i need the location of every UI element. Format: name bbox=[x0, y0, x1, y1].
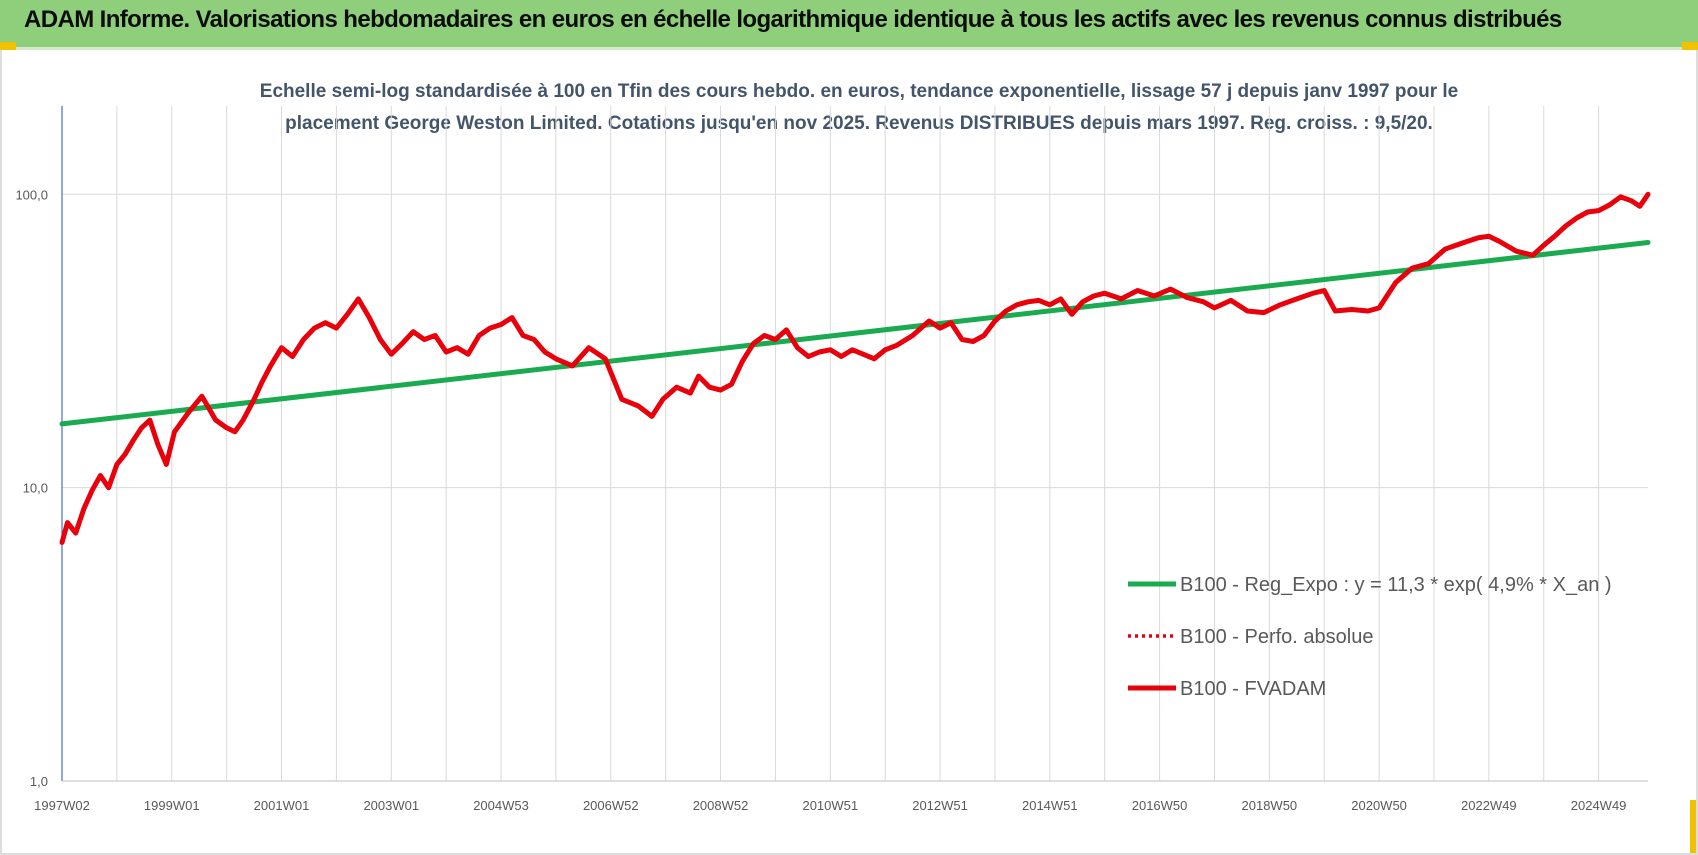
x-tick-label: 2001W01 bbox=[254, 798, 310, 813]
x-tick-label: 2012W51 bbox=[912, 798, 968, 813]
legend-label: B100 - Perfo. absolue bbox=[1180, 626, 1373, 648]
y-tick-label: 1,0 bbox=[30, 774, 48, 789]
grid bbox=[61, 106, 1648, 782]
x-tick-label: 2016W50 bbox=[1132, 798, 1188, 813]
page-title: ADAM Informe. Valorisations hebdomadaire… bbox=[24, 6, 1562, 33]
series-line-trend bbox=[59, 240, 1651, 427]
x-tick-label: 1997W02 bbox=[34, 798, 90, 813]
legend-label: B100 - FVADAM bbox=[1180, 678, 1326, 700]
header-bar: ADAM Informe. Valorisations hebdomadaire… bbox=[0, 0, 1698, 50]
x-tick-label: 2010W51 bbox=[802, 798, 858, 813]
axes: 1,0 10,0 100,0 1997W02 1999W01 2001W01 2003W01… bbox=[15, 106, 1648, 813]
chart-subtitle-line-2: placement George Weston Limited. Cotatio… bbox=[285, 113, 1433, 134]
legend: B100 - Reg_Expo : y = 11,3 * exp( 4,9% *… bbox=[1128, 574, 1612, 700]
chart-frame bbox=[0, 50, 1698, 855]
corner-accent-right bbox=[1682, 42, 1698, 50]
series-line-fvadam bbox=[59, 191, 1651, 545]
series bbox=[59, 191, 1651, 545]
x-tick-label: 2020W50 bbox=[1351, 798, 1407, 813]
x-tick-label: 2018W50 bbox=[1242, 798, 1298, 813]
y-tick-label: 100,0 bbox=[15, 187, 48, 202]
x-tick-label: 2024W49 bbox=[1571, 798, 1627, 813]
x-tick-label: 2003W01 bbox=[363, 798, 419, 813]
x-tick-label: 2008W52 bbox=[693, 798, 749, 813]
corner-accent-left bbox=[0, 42, 16, 50]
chart-subtitle-line-1: Echelle semi-log standardisée à 100 en T… bbox=[260, 81, 1458, 102]
x-tick-label: 2014W51 bbox=[1022, 798, 1078, 813]
x-tick-label: 1999W01 bbox=[144, 798, 200, 813]
y-tick-label: 10,0 bbox=[23, 481, 48, 496]
legend-label: B100 - Reg_Expo : y = 11,3 * exp( 4,9% *… bbox=[1180, 574, 1612, 596]
corner-accent-bottom-right bbox=[1690, 800, 1698, 855]
x-tick-label: 2006W52 bbox=[583, 798, 639, 813]
x-tick-label: 2004W53 bbox=[473, 798, 529, 813]
x-tick-label: 2022W49 bbox=[1461, 798, 1517, 813]
